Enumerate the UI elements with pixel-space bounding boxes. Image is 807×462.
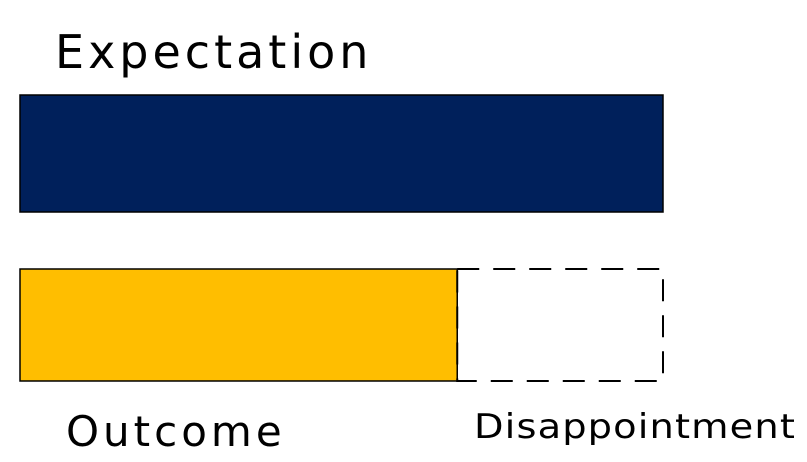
outcome-label: Outcome <box>66 407 286 456</box>
disappointment-label: Disappointment <box>474 407 796 447</box>
disappointment-dashed-outline <box>456 268 664 382</box>
expectation-label: Expectation <box>55 25 372 79</box>
outcome-bar <box>19 268 458 382</box>
expectation-bar <box>19 94 664 213</box>
